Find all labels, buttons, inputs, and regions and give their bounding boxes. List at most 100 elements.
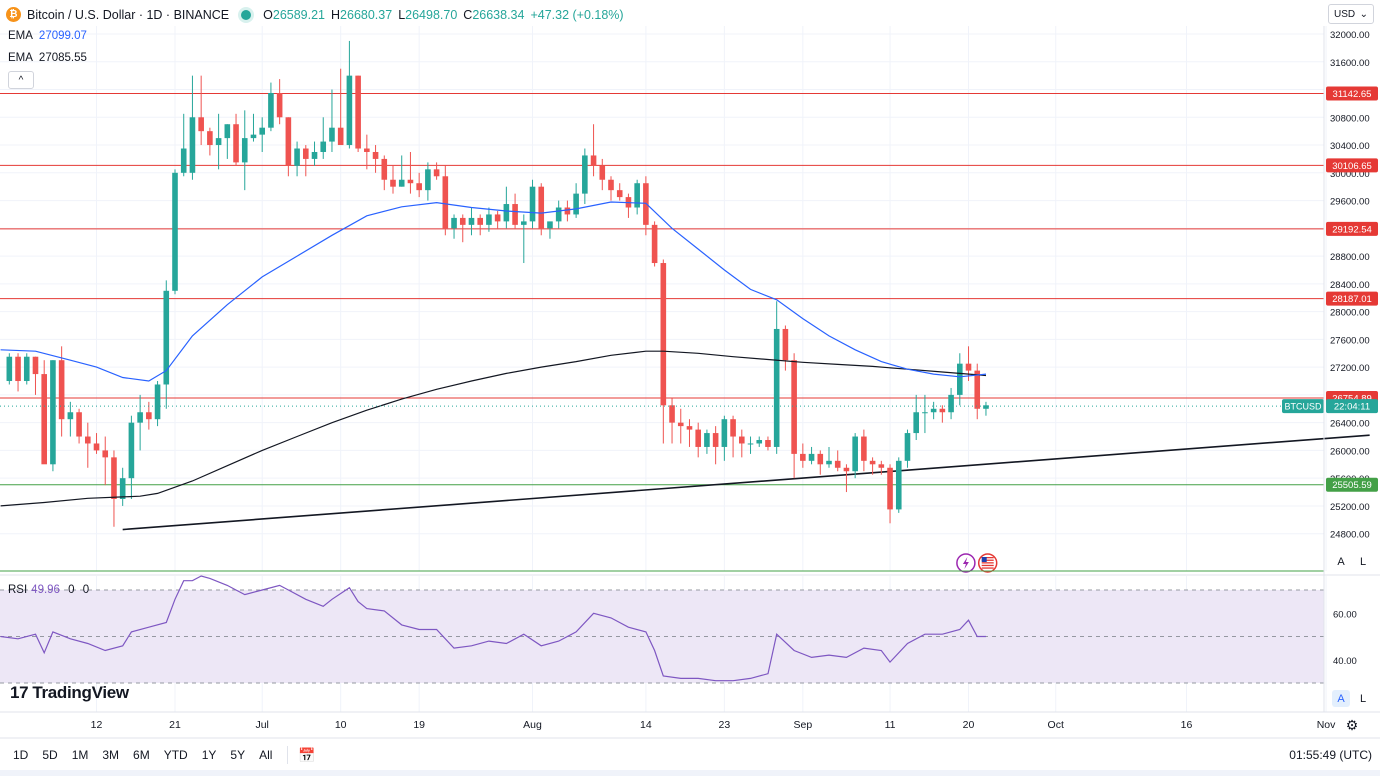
candle[interactable] [364,134,370,170]
candle[interactable] [922,394,928,434]
candle[interactable] [634,179,640,215]
candle[interactable] [172,169,178,295]
candle[interactable] [276,79,283,125]
candle[interactable] [50,360,56,472]
candle[interactable] [965,346,972,382]
timeframe-button-ytd[interactable]: YTD [163,748,188,762]
candle[interactable] [486,207,492,232]
log-scale-button[interactable]: L [1354,553,1372,570]
candle[interactable] [730,415,736,458]
candle[interactable] [721,415,728,461]
timeframe-button-6m[interactable]: 6M [133,748,150,762]
rsi-log-scale-button[interactable]: L [1354,690,1372,707]
candle[interactable] [739,429,745,458]
time-axis[interactable]: Jun1221Jul1019Aug1423Sep1120Oct16Nov13 [0,719,1380,731]
timeframe-button-5y[interactable]: 5Y [230,748,246,762]
candle[interactable] [233,113,239,166]
rsi-legend[interactable]: RSI 49.96 0 0 [8,584,89,596]
candle[interactable] [791,353,797,479]
candle[interactable] [102,436,109,486]
candle[interactable] [268,82,274,132]
candle[interactable] [834,450,841,472]
auto-scale-button[interactable]: A [1332,553,1350,570]
tradingview-logo[interactable]: 17 TradingView [10,683,129,703]
candle[interactable] [468,207,475,236]
candle[interactable] [930,401,937,420]
candle[interactable] [398,155,405,187]
candle[interactable] [259,117,265,152]
candle[interactable] [372,145,379,173]
candle[interactable] [651,221,658,267]
candle[interactable] [76,408,82,444]
candle[interactable] [904,429,911,468]
timeframe-button-1y[interactable]: 1Y [201,748,217,762]
candle[interactable] [311,141,318,166]
candle[interactable] [58,346,65,437]
timeframe-button-3m[interactable]: 3M [102,748,120,762]
candle[interactable] [241,110,248,191]
candle[interactable] [390,165,396,194]
candle[interactable] [250,113,257,142]
candle[interactable] [747,436,754,454]
candle[interactable] [616,183,623,201]
candle[interactable] [329,89,335,152]
date-range-icon[interactable]: 📅 [298,746,316,763]
candle[interactable] [189,75,196,180]
price-axis[interactable]: 24800.0025200.0025600.0026000.0026400.00… [1330,30,1370,541]
collapse-legend-button[interactable]: ^ [8,71,34,89]
candle[interactable] [573,183,579,218]
candle[interactable] [494,210,501,229]
candle[interactable] [503,186,510,229]
candle[interactable] [32,356,39,395]
candle[interactable] [407,151,414,194]
candle[interactable] [582,148,588,205]
candle[interactable] [215,113,222,170]
candle[interactable] [303,145,309,177]
candle[interactable] [320,117,327,159]
candle[interactable] [939,405,946,423]
candle[interactable] [826,446,832,468]
candle[interactable] [695,422,701,458]
candle[interactable] [180,113,187,177]
symbol-title[interactable]: Bitcoin / U.S. Dollar · 1D · BINANCE [27,7,230,22]
candle[interactable] [163,280,170,409]
candle[interactable] [6,353,13,385]
candle[interactable] [529,179,536,229]
rsi-pane[interactable]: 40.00 60.00 [0,575,1357,684]
candle[interactable] [433,162,440,180]
candle[interactable] [381,155,388,191]
candle[interactable] [451,214,457,239]
candle[interactable] [555,200,562,229]
event-markers[interactable] [956,553,998,573]
candle[interactable] [416,172,422,198]
ema-fast-legend[interactable]: EMA 27099.07 [8,30,87,42]
candle[interactable] [895,457,902,513]
candle[interactable] [983,401,989,416]
candle[interactable] [773,301,780,454]
candle[interactable] [198,75,204,146]
candle[interactable] [686,419,693,447]
candle[interactable] [337,68,344,146]
candle[interactable] [119,467,126,506]
timeframe-button-1d[interactable]: 1D [13,748,29,762]
symbol-header[interactable]: ₿ Bitcoin / U.S. Dollar · 1D · BINANCE O… [6,7,624,22]
timeframe-button-all[interactable]: All [259,748,273,762]
candle[interactable] [538,183,545,236]
gear-icon[interactable]: ⚙ [1345,717,1359,733]
candle[interactable] [599,158,606,191]
candle[interactable] [137,394,143,451]
timeframe-button-1m[interactable]: 1M [71,748,89,762]
candle[interactable] [67,401,74,437]
candle[interactable] [843,464,850,493]
candle[interactable] [224,124,231,159]
candle[interactable] [608,176,614,201]
candle[interactable] [285,117,292,177]
candle[interactable] [712,426,719,465]
candle[interactable] [782,325,789,371]
utc-clock[interactable]: 01:55:49 (UTC) [1289,748,1372,762]
candle[interactable] [93,433,100,454]
candle[interactable] [704,429,710,454]
candle[interactable] [765,436,771,451]
candle[interactable] [15,353,21,392]
